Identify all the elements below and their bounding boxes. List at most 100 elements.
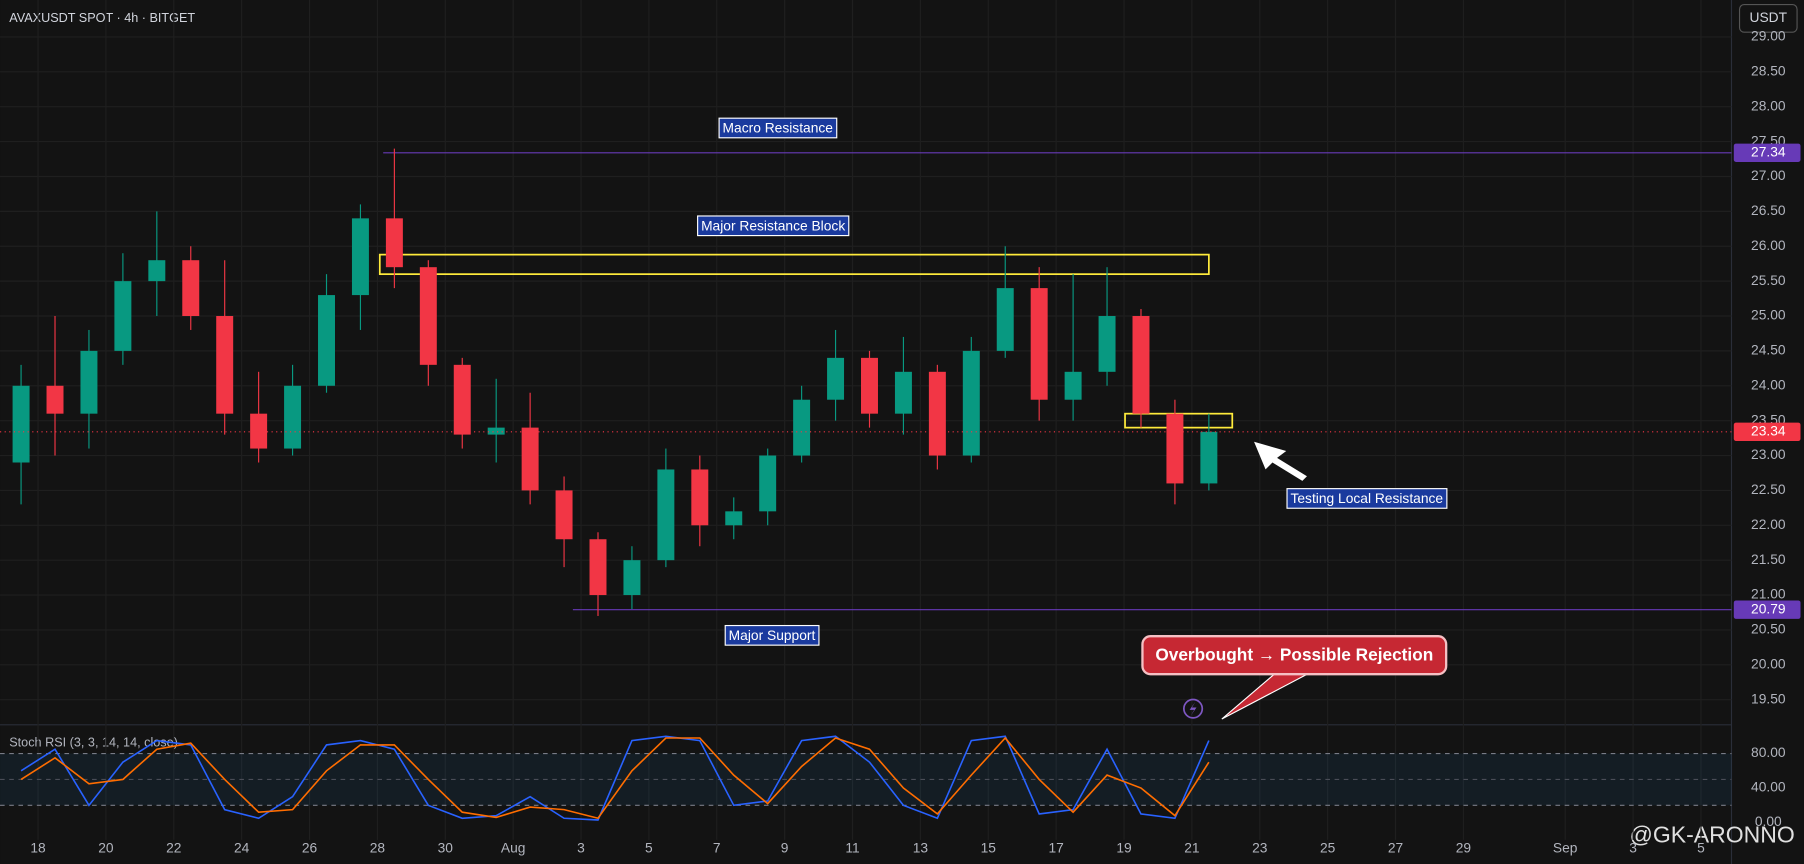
candle-body: [1132, 316, 1150, 414]
x-tick-label: 24: [234, 841, 250, 856]
y-tick-label: 21.00: [1751, 587, 1786, 602]
y-tick-label: 28.00: [1751, 98, 1786, 113]
x-tick-label: 26: [302, 841, 318, 856]
x-tick-label: 5: [645, 841, 653, 856]
y-tick-label: 23.00: [1751, 447, 1786, 462]
currency-button[interactable]: [1738, 4, 1798, 33]
x-tick-label: 22: [166, 841, 181, 856]
stoch-line: [20, 735, 1210, 821]
y-tick-label: 20.50: [1751, 622, 1786, 637]
annotation: Testing Local Resistance: [1286, 488, 1448, 509]
candle-body: [928, 371, 946, 456]
candle-body: [46, 385, 64, 414]
stoch-tick-label: 0.00: [1755, 814, 1782, 829]
currency-button-label[interactable]: USDT: [1750, 10, 1788, 25]
candle-body: [487, 427, 505, 435]
y-tick-label: 24.00: [1751, 377, 1786, 392]
last-price-label: 23.34: [1751, 423, 1786, 438]
annotation: Major Support: [724, 624, 820, 646]
candle-body: [623, 560, 641, 596]
x-tick-label: 25: [1320, 841, 1336, 856]
y-tick-label: 22.50: [1751, 482, 1786, 497]
candle-body: [521, 427, 539, 491]
level-price-label: 27.34: [1751, 144, 1786, 159]
x-tick-label: 17: [1048, 841, 1063, 856]
annotation: Macro Resistance: [718, 117, 838, 139]
x-tick-label: 21: [1184, 841, 1199, 856]
x-tick-label: 3: [1629, 841, 1637, 856]
x-tick-label: 11: [845, 841, 859, 856]
candle-body: [894, 371, 912, 414]
x-tick-label: Aug: [501, 841, 526, 856]
candle-body: [827, 357, 845, 400]
y-tick-label: 24.50: [1751, 343, 1786, 358]
x-tick-label: 13: [913, 841, 929, 856]
x-tick-label: 19: [1116, 841, 1132, 856]
y-tick-label: 29.00: [1751, 29, 1786, 44]
callout: Overbought → Possible Rejection: [1141, 635, 1448, 720]
candle-body: [12, 385, 30, 463]
y-tick-label: 26.50: [1751, 203, 1786, 218]
y-tick-label: 21.50: [1751, 552, 1786, 567]
candle-body: [1064, 371, 1082, 400]
candle-body: [80, 350, 98, 414]
candle-body: [589, 539, 607, 596]
candle-body: [555, 490, 573, 540]
watermark: @GK-ARONNO: [1630, 821, 1795, 847]
candle-body: [1166, 413, 1184, 484]
annotation: Major Resistance Block: [697, 215, 850, 237]
last-price-tag: [1733, 422, 1801, 442]
candle-body: [182, 260, 200, 317]
y-tick-label: 20.00: [1751, 656, 1786, 671]
candle-body: [284, 385, 302, 449]
callout-box: [1141, 635, 1448, 676]
candle-body: [793, 399, 811, 456]
stoch-title: Stoch RSI (3, 3, 14, 14, close): [9, 736, 178, 750]
candle-body: [453, 364, 471, 435]
level-price-tag: [1733, 600, 1801, 619]
annotation-box: [724, 624, 820, 646]
candle-body: [318, 295, 335, 386]
x-tick-label: 20: [98, 841, 114, 856]
pointer-arrow: [1254, 441, 1307, 481]
annotation-box: [718, 117, 838, 139]
annotation-label: Major Support: [729, 628, 816, 643]
alert-icon: [1183, 698, 1204, 719]
y-tick-label: 19.50: [1751, 691, 1786, 706]
candle-body: [1200, 431, 1218, 484]
y-tick-label: 26.00: [1751, 238, 1786, 253]
x-tick-label: 7: [713, 841, 721, 856]
x-tick-label: Sep: [1553, 841, 1578, 856]
candle-body: [691, 469, 709, 526]
y-tick-label: 25.50: [1751, 273, 1786, 288]
x-tick-label: 23: [1252, 841, 1268, 856]
callout-label: Overbought → Possible Rejection: [1155, 644, 1433, 664]
x-tick-label: 28: [370, 841, 386, 856]
x-tick-label: 29: [1456, 841, 1472, 856]
annotation-label: Testing Local Resistance: [1290, 491, 1443, 506]
x-tick-label: 3: [577, 841, 585, 856]
stoch-tick-label: 40.00: [1751, 780, 1786, 795]
y-tick-label: 27.00: [1751, 168, 1786, 183]
candle-body: [250, 413, 268, 449]
stoch-tick-label: 80.00: [1751, 745, 1786, 760]
candle-body: [657, 469, 675, 561]
candle-body: [996, 288, 1014, 351]
candle-body: [962, 350, 980, 456]
resistance-zone: [378, 253, 1210, 276]
candle-body: [114, 281, 132, 351]
candle-body: [385, 218, 403, 268]
x-tick-label: 27: [1388, 841, 1403, 856]
y-tick-label: 22.00: [1751, 517, 1786, 532]
candle-body: [216, 316, 234, 414]
candle-body: [1030, 288, 1048, 400]
x-tick-label: 18: [30, 841, 46, 856]
candle-body: [351, 218, 369, 296]
x-tick-label: 15: [981, 841, 997, 856]
candle-body: [148, 260, 166, 282]
y-tick-label: 25.00: [1751, 308, 1786, 323]
x-tick-label: 30: [438, 841, 454, 856]
